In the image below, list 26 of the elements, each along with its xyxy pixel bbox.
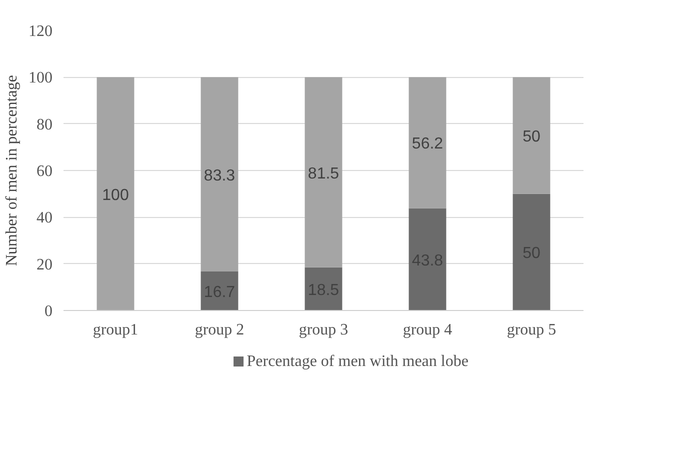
y-axis-title: Number of men in percentage	[4, 74, 20, 266]
y-tick-label: 0	[44, 303, 52, 320]
y-tick-label: 100	[28, 70, 52, 87]
bar	[408, 77, 446, 208]
bar	[96, 77, 134, 310]
legend-label: Percentage of men with mean lobe	[246, 353, 468, 370]
bar	[512, 194, 550, 310]
data-label: 100	[102, 186, 129, 204]
data-label: 81.5	[308, 165, 340, 182]
y-tick-label: 80	[36, 116, 52, 134]
x-tick-label: group 3	[298, 322, 348, 338]
data-label: 56.2	[412, 136, 444, 153]
y-tick-label: 20	[36, 256, 52, 274]
y-tick-label: 120	[28, 23, 52, 40]
data-label: 50	[522, 128, 540, 146]
x-tick-label: group 2	[194, 322, 244, 338]
bar	[200, 77, 238, 272]
y-tick-label: 60	[36, 163, 52, 180]
x-tick-label: group 4	[402, 322, 452, 338]
x-tick-label: group1	[92, 322, 138, 338]
x-tick-label: group 5	[506, 322, 556, 338]
bar	[304, 77, 342, 268]
bar	[408, 208, 446, 310]
y-tick-label: 40	[36, 210, 52, 227]
bar	[512, 77, 550, 194]
data-label: 83.3	[204, 167, 236, 184]
